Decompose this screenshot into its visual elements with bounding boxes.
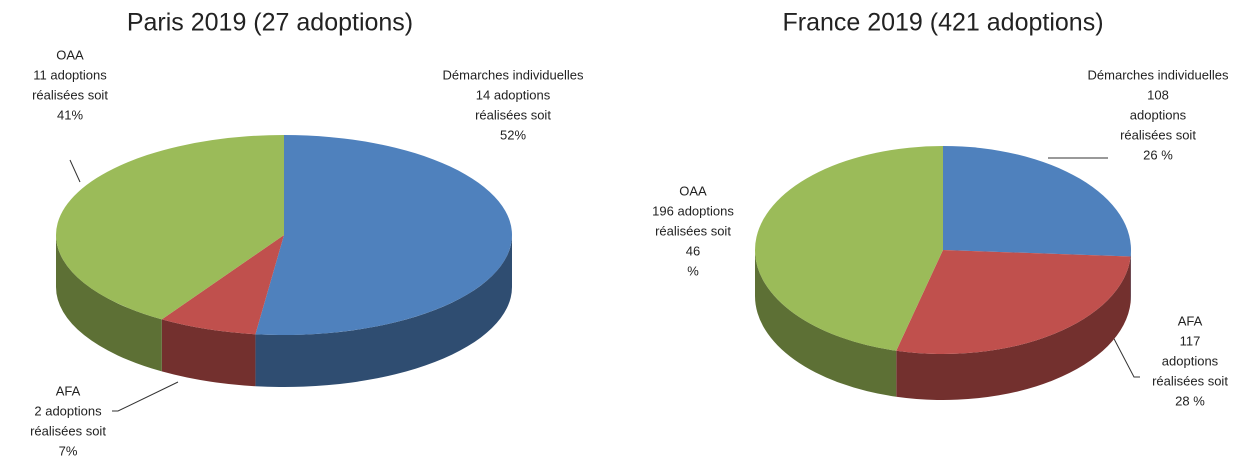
- slice-label: 2 adoptions: [34, 403, 102, 418]
- slice-label: 14 adoptions: [476, 87, 551, 102]
- slice-label: réalisées soit: [655, 223, 731, 238]
- slice-category: AFA: [1178, 313, 1203, 328]
- slice-label: 46: [686, 243, 700, 258]
- slice-label: 7%: [59, 443, 78, 458]
- slice-label: adoptions: [1162, 353, 1219, 368]
- slice-label: adoptions: [1130, 107, 1187, 122]
- slice-category: AFA: [56, 383, 81, 398]
- slice-label: réalisées soit: [1152, 373, 1228, 388]
- slice-category: Démarches individuelles: [443, 67, 584, 82]
- slice-label: réalisées soit: [1120, 127, 1196, 142]
- slice-category: OAA: [679, 183, 707, 198]
- chart-title: France 2019 (421 adoptions): [782, 9, 1103, 37]
- chart-title: Paris 2019 (27 adoptions): [127, 9, 413, 37]
- slice-label: 11 adoptions: [33, 67, 107, 82]
- slice-label: réalisées soit: [30, 423, 106, 438]
- slice-label: 117: [1180, 333, 1201, 348]
- slice-label: 28 %: [1175, 393, 1205, 408]
- slice-label: %: [687, 263, 699, 278]
- slice-label: 108: [1147, 87, 1169, 102]
- slice-category: Démarches individuelles: [1088, 67, 1229, 82]
- slice-category: OAA: [56, 47, 84, 62]
- slice-label: 52%: [500, 127, 526, 142]
- slice-label: 41%: [57, 107, 83, 122]
- slice-label: réalisées soit: [32, 87, 108, 102]
- slice-label: 26 %: [1143, 147, 1173, 162]
- leader-line: [70, 160, 80, 182]
- slice-label: réalisées soit: [475, 107, 551, 122]
- pie-slice: [943, 146, 1131, 257]
- slice-label: 196 adoptions: [652, 203, 734, 218]
- leader-line: [112, 382, 178, 411]
